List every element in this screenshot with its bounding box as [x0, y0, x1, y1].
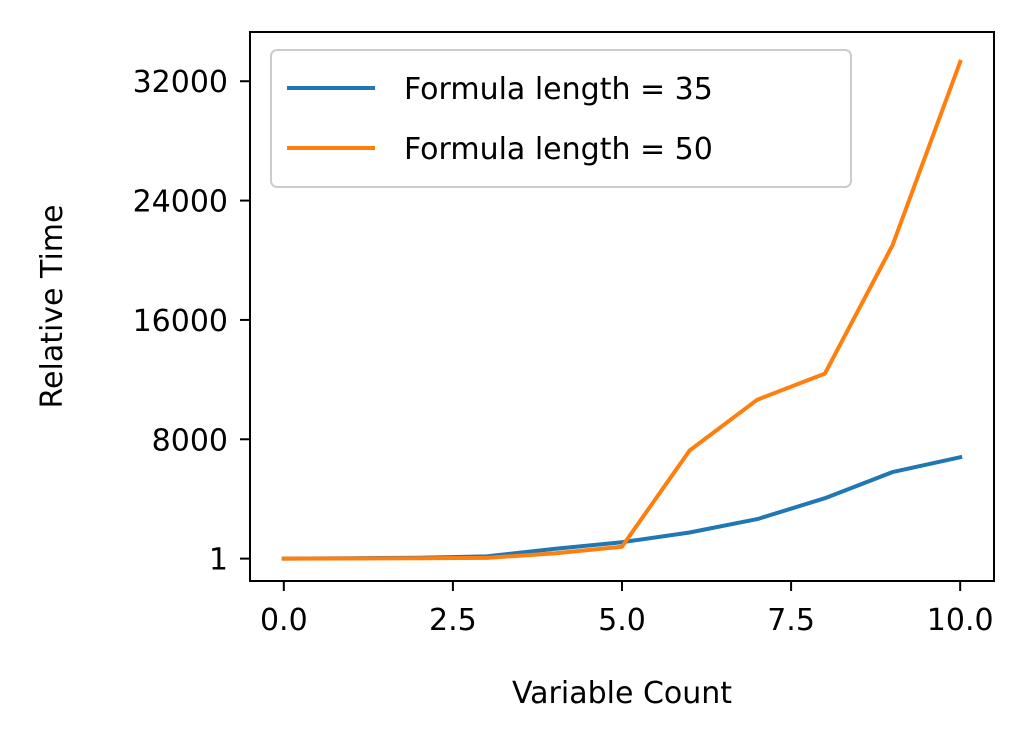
y-tick-label: 8000 [152, 423, 228, 458]
legend-box [270, 49, 852, 188]
series-line-2 [281, 59, 963, 561]
x-tick-label: 0.0 [260, 603, 308, 638]
y-tick-label: 1 [209, 543, 228, 578]
y-tick-label: 24000 [133, 185, 228, 220]
x-tick-label: 7.5 [767, 603, 815, 638]
y-tick-label: 16000 [133, 304, 228, 339]
x-tick-label: 10.0 [927, 603, 994, 638]
x-tick-label: 5.0 [598, 603, 646, 638]
y-axis-ticks: 1 8000 16000 24000 32000 [133, 65, 250, 578]
legend-label-1: Formula length = 35 [404, 72, 713, 107]
x-axis-label: Variable Count [512, 676, 732, 711]
x-tick-label: 2.5 [429, 603, 477, 638]
y-tick-label: 32000 [133, 65, 228, 100]
legend: Formula length = 35 Formula length = 50 [270, 49, 852, 188]
x-axis-ticks: 0.0 2.5 5.0 7.5 10.0 [260, 581, 994, 638]
series-layer [281, 59, 963, 561]
legend-label-2: Formula length = 50 [404, 132, 713, 167]
y-axis-label: Relative Time [35, 205, 70, 409]
